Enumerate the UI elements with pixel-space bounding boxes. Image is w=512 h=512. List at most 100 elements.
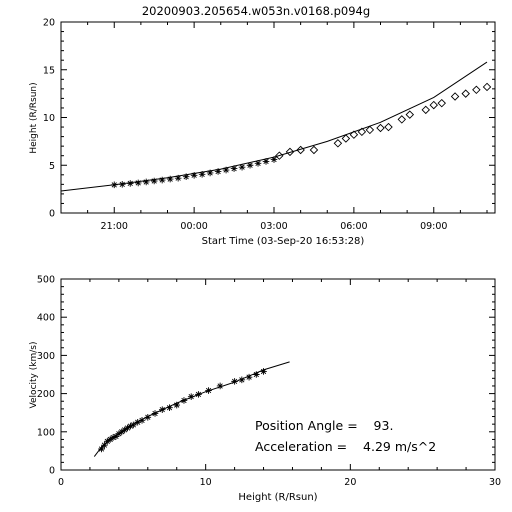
- velocity-point-star: [158, 406, 166, 413]
- height-point-diamond: [376, 123, 385, 133]
- height-point-star: [166, 175, 174, 183]
- height-point-diamond: [275, 151, 284, 160]
- position-angle-annotation: Position Angle = 93.: [255, 418, 393, 433]
- height-tick-label: 5: [49, 161, 55, 172]
- velocity-point-star: [231, 378, 238, 385]
- time-tick-label: 09:00: [420, 221, 447, 232]
- height-point-diamond: [397, 115, 407, 124]
- height-time-panel: 0 5 10 15 20 21:00 00:00 03:00 06:00 09:00 Heigh…: [29, 18, 496, 247]
- height-point-diamond: [429, 100, 438, 110]
- velocity-point-star: [112, 433, 120, 440]
- velocity-point-star: [121, 426, 128, 434]
- height-tick-label: 20: [43, 18, 55, 29]
- time-tick-label: 21:00: [101, 221, 128, 232]
- height-point-star: [270, 156, 278, 163]
- velocity-point-star: [166, 404, 173, 412]
- time-axis-ticks: 21:00 00:00 03:00 06:00 09:00: [60, 22, 488, 232]
- height-point-star: [126, 180, 134, 187]
- velocity-height-panel: 0 100 200 300 400 500 0 10 20 30 Velocity (km/s)…: [29, 275, 501, 504]
- height-data-points: [110, 82, 492, 189]
- velocity-height-frame: [60, 278, 496, 471]
- height-point-star: [190, 171, 198, 179]
- acceleration-annotation: Acceleration = 4.29 m/s^2: [255, 439, 436, 454]
- velocity-point-star: [151, 410, 159, 417]
- height-point-diamond: [461, 89, 470, 98]
- velocity-point-star: [130, 421, 137, 429]
- height-point-star: [150, 177, 158, 185]
- velocity-tick-label: 500: [37, 275, 55, 286]
- height-point-star: [142, 178, 150, 186]
- velocity-point-star: [260, 368, 267, 375]
- height-axis-ticks: 0 5 10 15 20: [43, 18, 495, 220]
- height-tick-label: 0: [49, 209, 55, 220]
- height-axis-label-lower: Height (R/Rsun): [238, 492, 317, 503]
- velocity-point-star: [238, 376, 246, 384]
- plot-title: 20200903.205654.w053n.v0168.p094g: [142, 4, 370, 18]
- time-tick-label: 03:00: [260, 221, 287, 232]
- height-point-diamond: [349, 130, 359, 139]
- height-point-star: [222, 166, 230, 174]
- velocity-point-star: [98, 445, 105, 453]
- height-point-diamond: [405, 110, 415, 119]
- height-point-diamond: [384, 122, 393, 132]
- velocity-point-star: [118, 428, 126, 436]
- height-point-diamond: [341, 134, 351, 143]
- velocity-point-star: [106, 436, 114, 443]
- velocity-point-star: [187, 393, 195, 400]
- height-lower-tick-label: 0: [58, 477, 64, 488]
- height-point-star: [182, 173, 190, 181]
- height-point-star: [174, 174, 182, 182]
- velocity-point-star: [253, 371, 260, 378]
- height-point-star: [134, 179, 142, 187]
- height-lower-tick-label: 30: [489, 477, 501, 488]
- velocity-point-star: [138, 417, 146, 424]
- height-point-diamond: [365, 125, 375, 135]
- velocity-point-star: [216, 382, 224, 390]
- height-point-diamond: [285, 147, 295, 157]
- time-axis-label: Start Time (03-Sep-20 16:53:28): [202, 236, 365, 247]
- height-point-star: [246, 161, 254, 169]
- velocity-axis-label: Velocity (km/s): [29, 342, 39, 409]
- height-point-diamond: [482, 82, 492, 92]
- height-point-diamond: [450, 92, 460, 101]
- height-point-diamond: [296, 145, 305, 155]
- height-point-star: [198, 171, 206, 178]
- height-point-diamond: [309, 145, 319, 155]
- height-lower-tick-label: 10: [200, 477, 212, 488]
- height-point-diamond: [357, 127, 367, 137]
- velocity-tick-label: 300: [37, 351, 55, 362]
- time-tick-label: 06:00: [340, 221, 367, 232]
- height-point-star: [238, 163, 246, 171]
- height-tick-label: 10: [43, 113, 55, 124]
- height-lower-tick-label: 20: [344, 477, 356, 488]
- height-point-star: [230, 165, 238, 172]
- velocity-point-star: [115, 430, 123, 438]
- height-point-star: [158, 176, 166, 184]
- velocity-point-star: [101, 441, 108, 449]
- height-axis-ticks-lower: 0 10 20 30: [58, 279, 501, 488]
- height-tick-label: 15: [43, 65, 55, 76]
- height-point-star: [254, 160, 262, 167]
- velocity-point-star: [144, 413, 152, 421]
- velocity-point-star: [180, 397, 188, 404]
- velocity-point-star: [103, 438, 111, 445]
- height-point-diamond: [437, 98, 446, 108]
- height-point-diamond: [472, 85, 481, 95]
- velocity-point-star: [127, 422, 134, 430]
- height-point-star: [206, 169, 214, 177]
- velocity-point-star: [173, 401, 181, 409]
- height-axis-label: Height (R/Rsun): [29, 82, 39, 153]
- height-point-star: [262, 158, 270, 165]
- velocity-point-star: [134, 418, 141, 426]
- velocity-point-star: [205, 387, 212, 394]
- velocity-point-star: [245, 373, 253, 381]
- velocity-tick-label: 400: [37, 313, 55, 324]
- height-fit-curve: [60, 61, 488, 192]
- height-point-star: [110, 181, 118, 189]
- velocity-point-star: [124, 424, 131, 432]
- velocity-axis-ticks: 0 100 200 300 400 500: [37, 275, 495, 477]
- height-point-star: [118, 181, 126, 188]
- time-tick-label: 00:00: [180, 221, 207, 232]
- velocity-point-star: [195, 391, 202, 398]
